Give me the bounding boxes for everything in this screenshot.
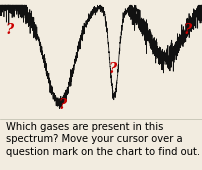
Text: ?: ? (184, 23, 192, 37)
Text: Which gases are present in this
spectrum? Move your cursor over a
question mark : Which gases are present in this spectrum… (6, 122, 200, 157)
Text: ?: ? (109, 62, 117, 76)
Text: ?: ? (6, 23, 14, 37)
Text: ?: ? (59, 98, 67, 112)
